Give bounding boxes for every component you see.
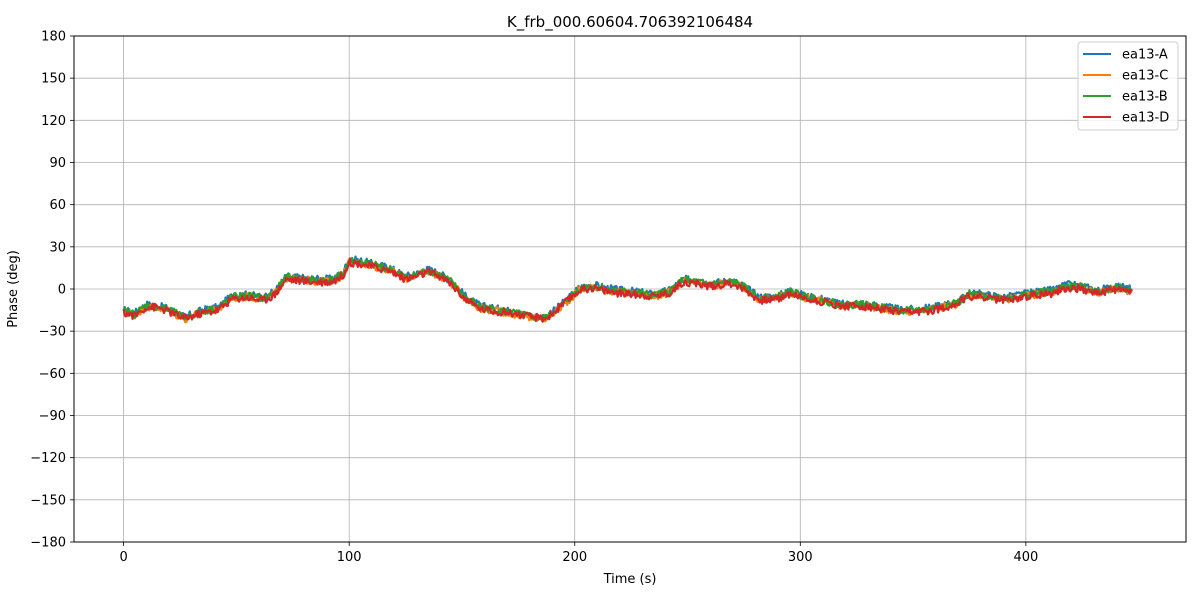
chart-title: K_frb_000.60604.706392106484 [507,13,753,32]
y-tick-label: −30 [39,325,66,340]
y-tick-label: 90 [49,156,66,171]
x-tick-label: 300 [788,550,813,565]
series-line-ea13-D [122,257,1133,323]
y-tick-label: −120 [30,451,66,466]
y-tick-label: 30 [49,240,66,255]
y-tick-label: 120 [41,114,66,129]
legend-label: ea13-D [1122,111,1169,126]
y-tick-label: −90 [39,409,66,424]
x-tick-label: 400 [1013,550,1038,565]
legend: ea13-A ea13-C ea13-B ea13-D [1077,41,1179,131]
legend-label: ea13-C [1122,69,1168,84]
legend-label: ea13-B [1122,90,1168,105]
grid [74,35,1186,543]
x-tick-label: 100 [337,550,362,565]
y-axis-label: Phase (deg) [6,250,21,328]
y-tick-label: 60 [49,198,66,213]
legend-label: ea13-A [1122,48,1168,63]
plot-series [122,255,1133,324]
x-tick-label: 0 [119,550,127,565]
x-tick-label: 200 [562,550,587,565]
y-axis-ticks: 180 150 120 90 60 30 0 −30 −60 −90 −120 −150 −180 [30,30,74,551]
y-tick-label: 180 [41,30,66,45]
y-tick-label: −150 [30,493,66,508]
x-axis-label: Time (s) [603,572,657,587]
y-tick-label: −60 [39,367,66,382]
y-tick-label: 0 [58,283,66,298]
legend-box [1077,41,1179,131]
x-axis-ticks: 0 100 200 300 400 [119,542,1038,565]
y-tick-label: −180 [30,536,66,551]
y-tick-label: 150 [41,72,66,87]
